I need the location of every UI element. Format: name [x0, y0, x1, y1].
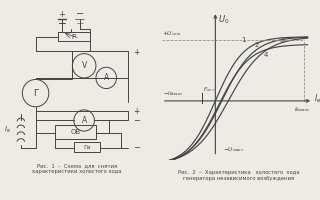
- Text: −: −: [133, 143, 140, 152]
- Text: +: +: [133, 48, 139, 57]
- Text: $-I_{Вмакс}$: $-I_{Вмакс}$: [163, 89, 183, 98]
- Text: $I_в$: $I_в$: [314, 93, 320, 105]
- Text: 4: 4: [263, 52, 268, 58]
- Text: Г: Г: [33, 89, 38, 98]
- Text: $I_в$: $I_в$: [4, 124, 11, 135]
- Bar: [58, 32, 90, 41]
- Text: −: −: [133, 116, 140, 125]
- Text: A: A: [82, 116, 87, 125]
- Text: +: +: [133, 107, 139, 116]
- Text: 2: 2: [254, 42, 259, 48]
- Text: $U_0$: $U_0$: [218, 13, 229, 26]
- Text: −: −: [76, 9, 84, 19]
- Bar: [55, 125, 96, 139]
- Text: Рис.  2  –  Характеристика   холостого  хода
генератора независимого возбуждения: Рис. 2 – Характеристика холостого хода г…: [178, 170, 299, 181]
- Text: Рис.  1  –  Схема  для  снятия
характеристики холостого хода: Рис. 1 – Схема для снятия характеристики…: [32, 163, 122, 174]
- Text: +: +: [59, 10, 66, 19]
- Text: ОВ: ОВ: [70, 129, 80, 135]
- Text: A: A: [104, 73, 109, 82]
- Text: V: V: [82, 61, 87, 70]
- Bar: [74, 142, 100, 152]
- Text: Р: Р: [72, 34, 76, 40]
- Text: 1: 1: [241, 37, 246, 43]
- Text: $I_{Вмакс}$: $I_{Вмакс}$: [294, 105, 310, 114]
- Text: $F_{ост}$: $F_{ост}$: [203, 85, 216, 94]
- Text: $+U_{ном}$: $+U_{ном}$: [162, 29, 181, 38]
- Text: $-U_{макс}$: $-U_{макс}$: [223, 145, 244, 154]
- Text: 3: 3: [280, 37, 284, 43]
- Text: Гв: Гв: [83, 145, 91, 150]
